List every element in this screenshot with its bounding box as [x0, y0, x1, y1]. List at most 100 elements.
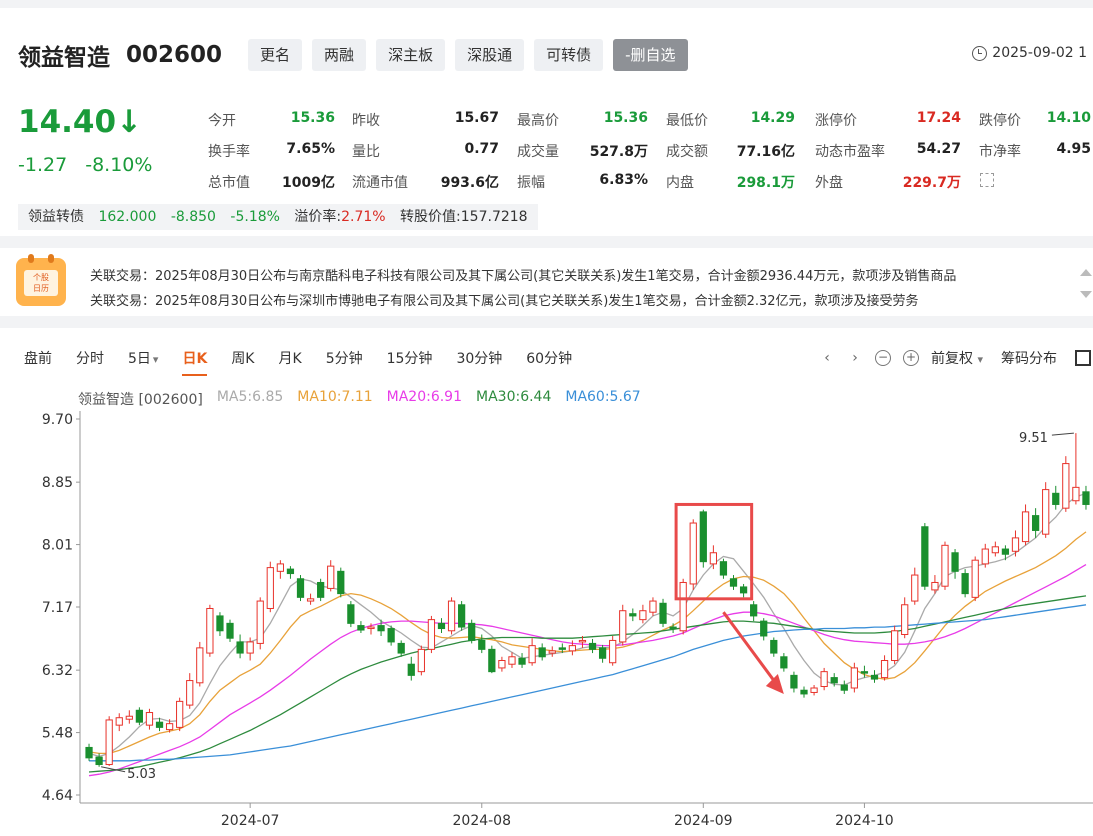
candle-body — [971, 559, 979, 598]
tab-5day[interactable]: 5日 — [128, 348, 158, 368]
candle-body — [397, 642, 405, 654]
tab-monthly-k[interactable]: 月K — [278, 351, 302, 367]
candle-body — [528, 645, 536, 664]
trend-arrow-line — [722, 611, 780, 687]
rename-button[interactable]: 更名 — [248, 39, 303, 71]
y-tick-label: 7.17 — [42, 600, 73, 616]
tab-daily-k[interactable]: 日K — [182, 348, 207, 376]
candle-body — [880, 660, 889, 679]
candle-body — [377, 625, 385, 632]
candle-body — [558, 647, 566, 650]
zoom-out-icon[interactable]: − — [875, 350, 892, 366]
tab-30min[interactable]: 30分钟 — [456, 351, 503, 367]
high-annotation: 9.51 — [1019, 431, 1048, 446]
candle-body — [810, 687, 818, 693]
x-tick-label: 2024-08 — [453, 813, 512, 829]
stock-header: 领益智造 002600 更名 两融 深主板 深股通 可转债 -删自选 2025-… — [0, 8, 1093, 236]
sz-connect-button[interactable]: 深股通 — [455, 39, 525, 71]
zoom-in-icon[interactable]: + — [903, 350, 920, 366]
quote-value: 17.24 — [916, 110, 961, 126]
candle-body — [478, 639, 486, 650]
candle-body — [790, 674, 798, 689]
x-tick-label: 2024-07 — [221, 813, 280, 829]
notice-item[interactable]: 关联交易：2025年08月30日公布与深圳市博驰电子有限公司及其下属公司(其它关… — [90, 294, 919, 309]
candle-body — [921, 526, 929, 587]
candle-body — [750, 604, 758, 617]
change-amount: -1.27 — [18, 154, 68, 176]
candle-body — [236, 641, 244, 654]
bond-conv-value: 157.7218 — [460, 209, 528, 225]
scroll-up-icon[interactable] — [1080, 269, 1092, 276]
stock-name: 领益智造 — [18, 45, 110, 71]
quote-value: 15.36 — [290, 110, 335, 126]
candle-body — [176, 700, 184, 728]
candle-body — [619, 610, 627, 643]
candle-body — [850, 667, 858, 689]
ma-line-ma5 — [88, 492, 1087, 758]
chart-tools: ‹ › − + 前复权 ▾ 筹码分布 — [819, 348, 1093, 368]
candle-body — [246, 641, 254, 654]
candle-body — [649, 600, 657, 613]
chip-distribution-button[interactable]: 筹码分布 — [1001, 351, 1057, 367]
candle-body — [286, 568, 295, 575]
sz-main-board-button[interactable]: 深主板 — [376, 39, 446, 71]
candle-body — [226, 622, 234, 639]
tab-intraday[interactable]: 分时 — [76, 351, 104, 367]
candle-body — [1072, 486, 1080, 502]
candle-body — [770, 639, 778, 654]
add-icon[interactable] — [980, 173, 994, 187]
chevron-right-icon[interactable]: › — [852, 350, 858, 366]
candle-body — [870, 674, 879, 680]
ma-line-ma10 — [88, 531, 1087, 755]
adjust-dropdown[interactable]: 前复权 ▾ — [931, 348, 983, 368]
candle-body — [1011, 537, 1020, 552]
quote-label: 外盘 — [815, 175, 843, 191]
candle-body — [1021, 511, 1030, 543]
candle-body — [1031, 515, 1040, 531]
calendar-icon-text-1: 个股 — [33, 273, 49, 282]
quote-value: 6.83% — [599, 172, 648, 188]
remove-watchlist-button[interactable]: -删自选 — [613, 39, 688, 71]
candle-body — [306, 598, 315, 602]
candle-body — [1062, 463, 1070, 509]
y-tick-label: 9.70 — [42, 412, 73, 428]
price-change: -1.27 -8.10% — [18, 154, 164, 176]
chart-tabs: 盘前 分时 5日 日K 周K 月K 5分钟 15分钟 30分钟 60分钟 — [24, 348, 596, 376]
candle-body — [95, 756, 103, 766]
quote-value: 54.27 — [916, 141, 961, 157]
quote-label: 动态市盈率 — [815, 144, 885, 160]
tab-60min[interactable]: 60分钟 — [526, 351, 573, 367]
highlight-box — [674, 502, 754, 601]
chevron-left-icon[interactable]: ‹ — [824, 350, 830, 366]
notice-item[interactable]: 关联交易：2025年08月30日公布与南京酷科电子科技有限公司及其下属公司(其它… — [90, 269, 957, 284]
kline-chart[interactable]: 9.70 8.85 8.01 7.17 6.32 5.48 4.64 2024-07 2024-… — [0, 408, 1093, 836]
candle-body — [729, 578, 738, 587]
scroll-down-icon[interactable] — [1080, 291, 1092, 298]
bond-bar[interactable]: 领益转债 162.000 -8.850 -5.18% 溢价率:2.71% 转股价… — [18, 204, 538, 230]
candle-body — [598, 647, 607, 659]
ma-legend-item: MA20:6.91 — [386, 389, 462, 405]
tab-premarket[interactable]: 盘前 — [24, 351, 52, 367]
candle-body — [961, 573, 969, 595]
fullscreen-icon[interactable] — [1075, 350, 1091, 366]
y-tick-label: 8.01 — [42, 538, 73, 554]
bond-premium-label: 溢价率: — [294, 209, 342, 225]
x-tick-label: 2024-09 — [674, 813, 733, 829]
tab-15min[interactable]: 15分钟 — [386, 351, 433, 367]
convertible-bond-button[interactable]: 可转债 — [534, 39, 604, 71]
quote-label: 内盘 — [666, 175, 694, 191]
quote-label: 最低价 — [666, 113, 708, 129]
candle-body — [427, 619, 436, 650]
candle-body — [780, 656, 788, 669]
y-tick-label: 6.32 — [42, 663, 73, 679]
quote-value: 993.6亿 — [440, 175, 499, 191]
margin-trading-button[interactable]: 两融 — [312, 39, 367, 71]
quote-value: 527.8万 — [589, 144, 648, 160]
candle-body — [468, 622, 476, 641]
candle-body — [588, 642, 597, 650]
candle-body — [931, 581, 939, 591]
tab-weekly-k[interactable]: 周K — [231, 351, 255, 367]
quote-value: 4.95 — [1056, 141, 1091, 157]
tab-5min[interactable]: 5分钟 — [325, 351, 363, 367]
candle-body — [760, 620, 768, 637]
